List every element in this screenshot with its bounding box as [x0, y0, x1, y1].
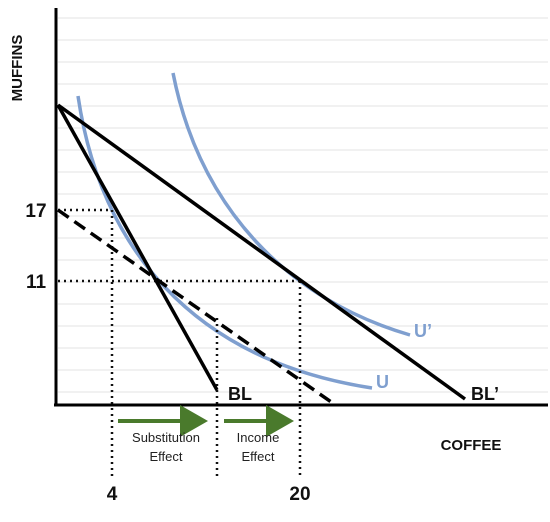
substitution-effect-label-line1: Substitution: [132, 430, 200, 445]
compensated-budget-line: [56, 208, 336, 406]
x-tick-20: 20: [289, 484, 310, 505]
u-prime-label: U’: [414, 321, 432, 341]
substitution-effect-label-line2: Effect: [149, 449, 182, 464]
y-tick-11: 11: [26, 272, 47, 293]
income-effect-label-line1: Income: [237, 430, 280, 445]
income-effect-label-line2: Effect: [241, 449, 274, 464]
budget-line-bl-prime: [56, 103, 467, 401]
budget-line-bl: [56, 104, 219, 391]
reference-lines: [58, 208, 302, 478]
x-axis-label: COFFEE: [441, 437, 502, 454]
y-tick-17: 17: [25, 201, 46, 222]
indifference-curve-u-prime: [171, 72, 411, 337]
y-axis-label: MUFFINS: [9, 35, 26, 102]
u-label: U: [376, 372, 389, 392]
bl-label: BL: [228, 384, 252, 404]
x-tick-4: 4: [107, 484, 118, 505]
gridlines: [58, 17, 548, 393]
indifference-curve-u: [76, 95, 373, 390]
bl-prime-label: BL’: [471, 384, 499, 404]
